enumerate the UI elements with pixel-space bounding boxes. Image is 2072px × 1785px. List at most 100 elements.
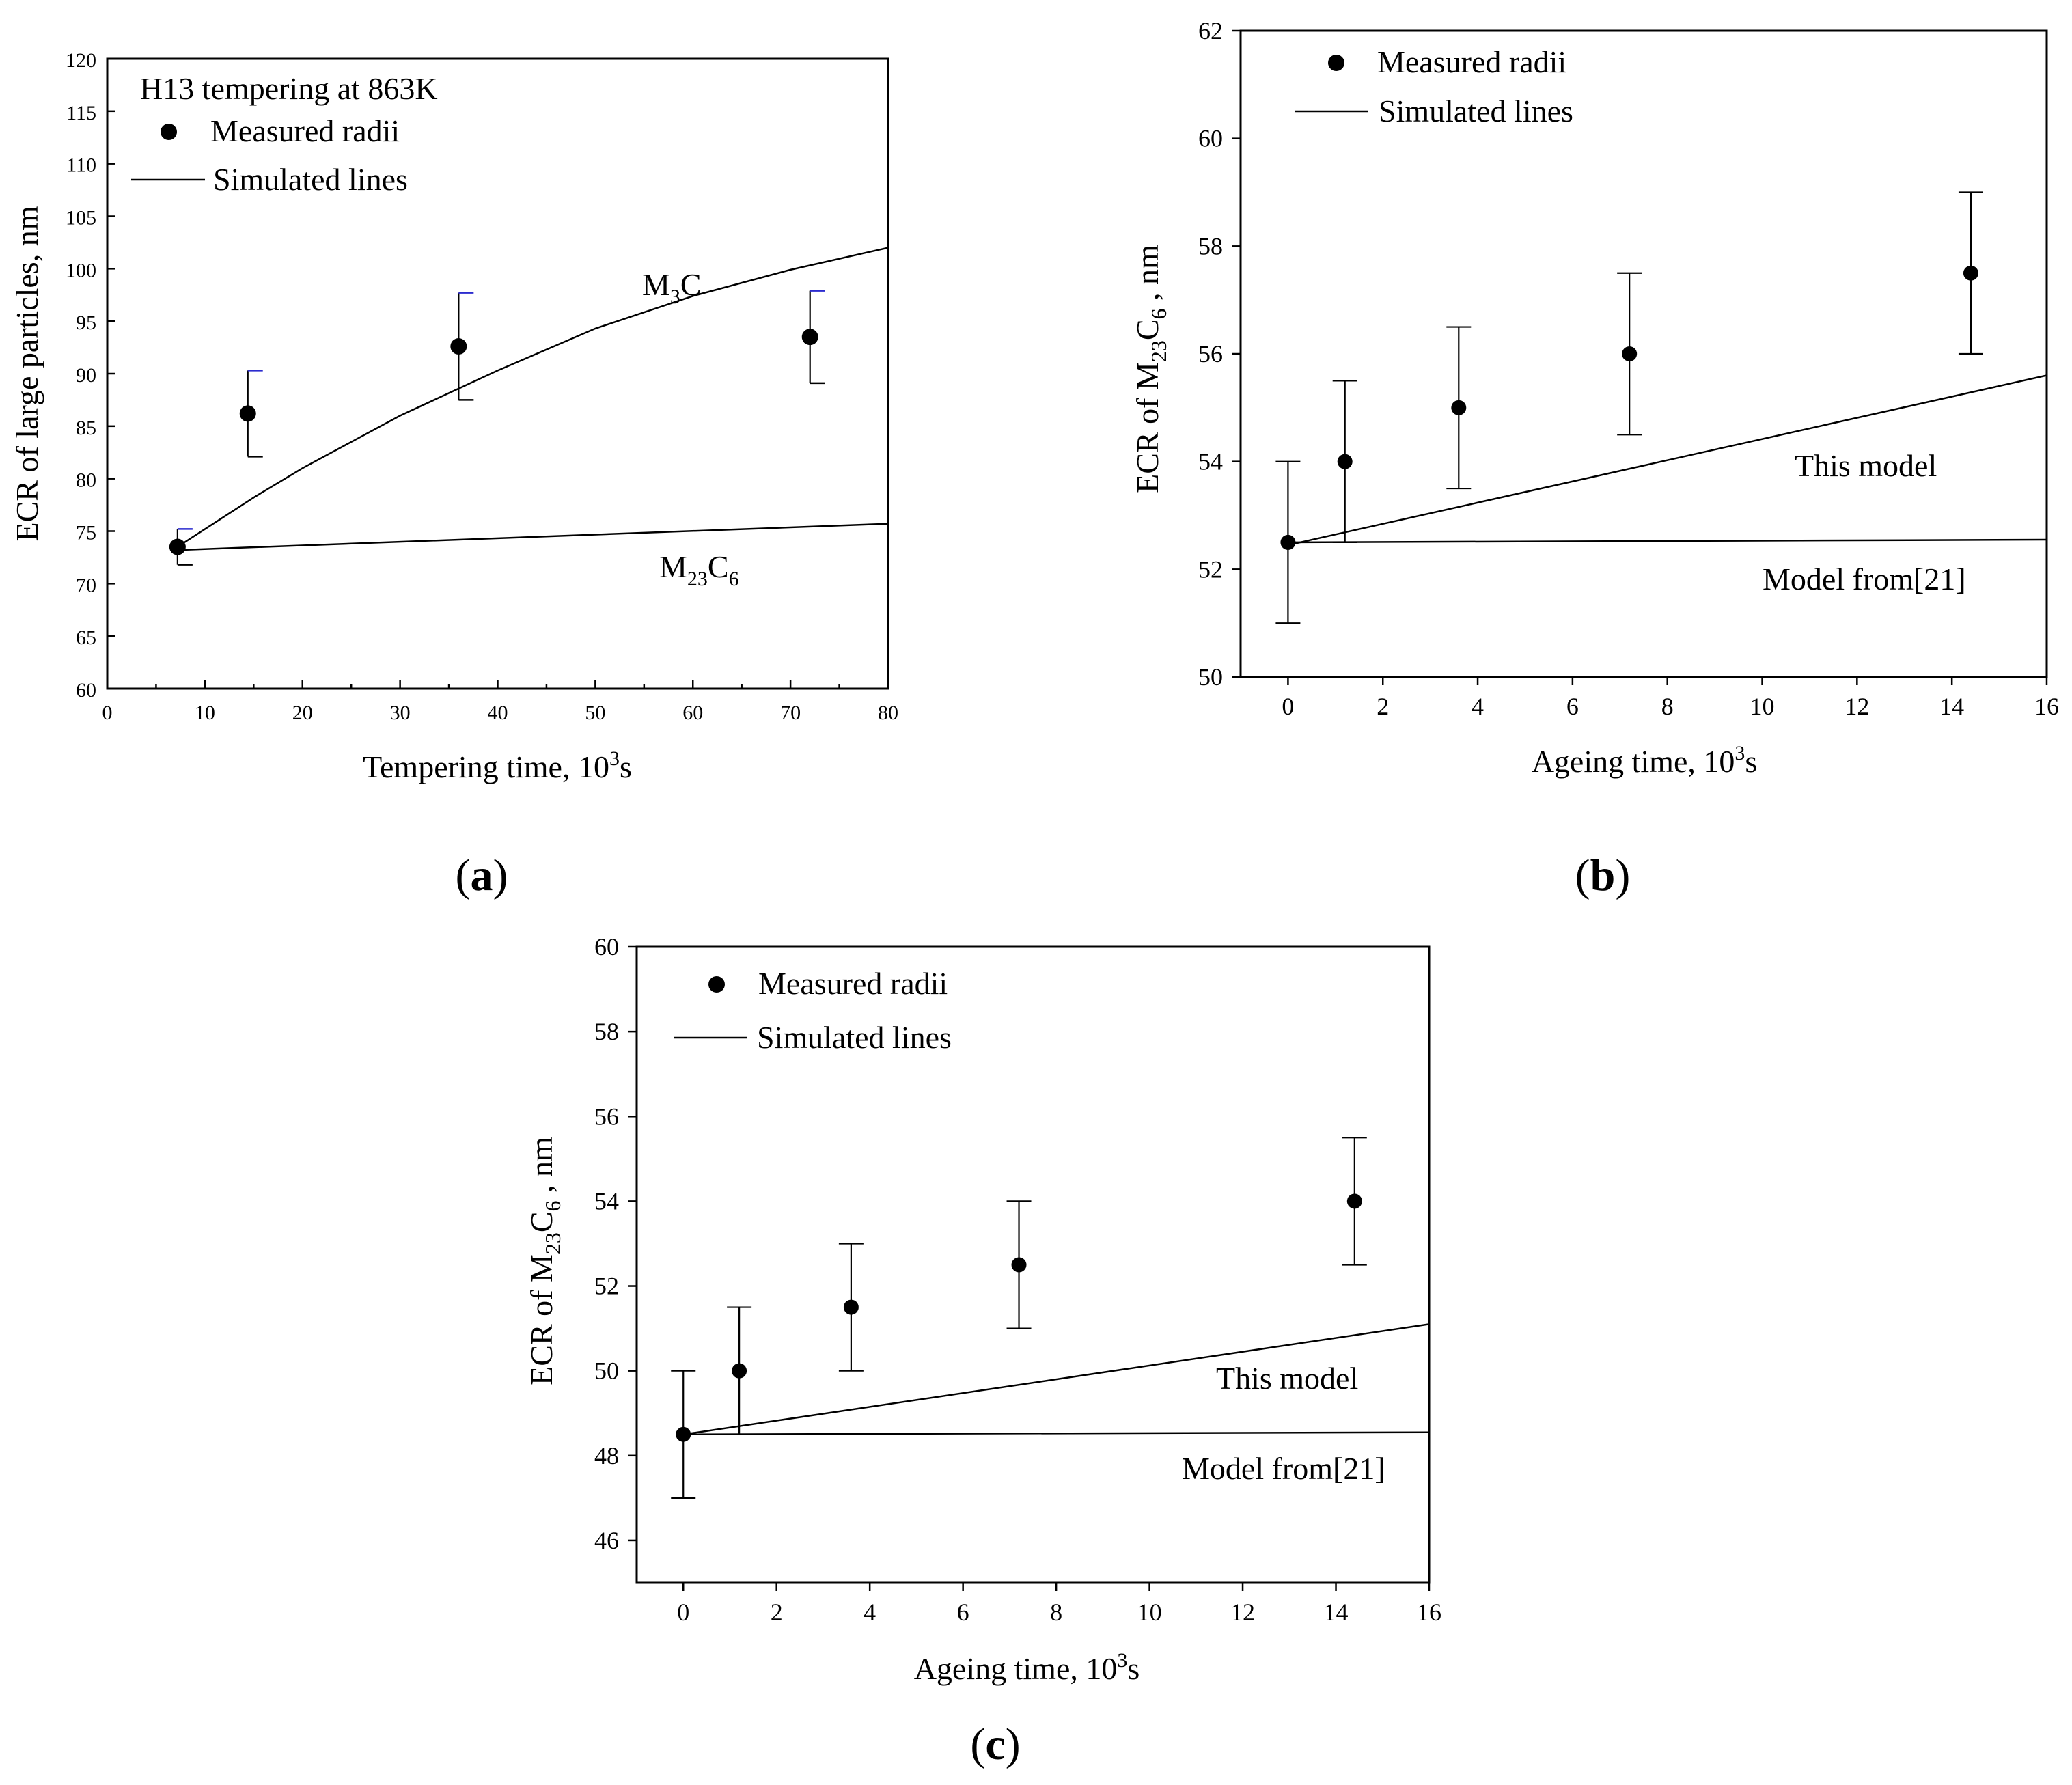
x-tick-label-a: 20 <box>292 702 313 724</box>
x-tick-label-a: 30 <box>390 702 411 724</box>
x-tick-label-a: 0 <box>102 702 113 724</box>
plot-area-a <box>106 57 889 690</box>
x-tick-label-c: 16 <box>1417 1599 1441 1626</box>
legend-marker-label-c: Measured radii <box>758 966 948 1001</box>
data-point-b <box>1451 400 1467 415</box>
y-tick-label-c: 46 <box>594 1527 619 1554</box>
y-tick-label-a: 95 <box>76 312 96 334</box>
y-tick-label-c: 48 <box>594 1442 619 1469</box>
series-label-model-from-21-c: Model from[21] <box>1182 1451 1385 1486</box>
y-tick-label-b: 62 <box>1198 17 1223 44</box>
y-tick-label-a: 65 <box>76 626 96 649</box>
legend-marker-label-a: Measured radii <box>210 113 400 148</box>
measured-points-c <box>671 1137 1367 1499</box>
annotation-a: H13 tempering at 863K <box>140 71 438 106</box>
data-point-c <box>1011 1257 1027 1273</box>
y-tick-label-a: 90 <box>76 364 96 387</box>
x-tick-label-c: 10 <box>1137 1599 1162 1626</box>
x-tick-label-b: 14 <box>1939 693 1964 720</box>
y-tick-label-b: 56 <box>1198 340 1223 368</box>
y-tick-label-c: 60 <box>594 933 619 960</box>
data-point-b <box>1337 454 1353 469</box>
legend-a: Measured radii Simulated lines <box>131 113 408 197</box>
x-tick-label-b: 0 <box>1282 693 1294 720</box>
x-tick-label-c: 0 <box>677 1599 689 1626</box>
measured-points-a <box>169 290 825 566</box>
x-tick-label-a: 10 <box>195 702 215 724</box>
series-lines-c <box>683 1323 1430 1436</box>
y-tick-label-a: 70 <box>76 574 96 596</box>
data-point-a <box>801 329 818 346</box>
legend-marker-a <box>161 124 177 140</box>
x-tick-label-a: 40 <box>488 702 508 724</box>
y-axis-title-b: ECR of M23C6 , nm <box>1130 245 1171 493</box>
series-label-m23c6: M23C6 <box>659 549 739 590</box>
legend-line-label-b: Simulated lines <box>1379 94 1573 128</box>
y-tick-label-b: 60 <box>1198 125 1223 152</box>
x-tick-label-b: 2 <box>1377 693 1389 720</box>
y-tick-label-c: 56 <box>594 1103 619 1130</box>
y-tick-label-a: 100 <box>66 259 96 281</box>
series-line-b-1 <box>1288 538 2047 544</box>
x-tick-label-c: 8 <box>1050 1599 1062 1626</box>
x-tick-label-c: 2 <box>771 1599 783 1626</box>
y-tick-label-a: 115 <box>66 102 96 124</box>
y-tick-label-a: 60 <box>76 679 96 702</box>
series-line-a-1 <box>177 523 889 551</box>
legend-line-label-c: Simulated lines <box>757 1020 952 1055</box>
panel-label-c: (c) <box>970 1719 1020 1769</box>
data-point-a <box>239 405 256 422</box>
x-tick-label-b: 16 <box>2034 693 2059 720</box>
y-tick-label-c: 52 <box>594 1273 619 1300</box>
series-line-c-0 <box>683 1323 1430 1436</box>
data-point-c <box>843 1299 859 1315</box>
x-tick-label-b: 12 <box>1845 693 1869 720</box>
x-tick-label-b: 6 <box>1566 693 1579 720</box>
series-line-b-0 <box>1288 374 2047 546</box>
data-point-c <box>1346 1193 1362 1209</box>
y-tick-label-a: 85 <box>76 417 96 439</box>
y-tick-label-c: 58 <box>594 1018 619 1045</box>
data-point-a <box>169 538 186 555</box>
x-tick-label-a: 50 <box>585 702 605 724</box>
series-lines-a <box>177 247 889 551</box>
ticks-b: 0 2 4 6 8 10 12 14 16 50 52 54 56 58 60 62 <box>1198 17 2059 720</box>
y-axis-title-a: ECR of large particles, nm <box>10 206 44 541</box>
y-tick-label-a: 120 <box>66 49 96 72</box>
y-tick-label-a: 75 <box>76 522 96 544</box>
legend-line-label-a: Simulated lines <box>213 162 408 197</box>
data-point-a <box>450 338 467 355</box>
data-point-c <box>732 1363 747 1379</box>
series-line-a-0 <box>177 247 889 548</box>
data-point-b <box>1280 534 1296 550</box>
series-lines-b <box>1288 374 2047 546</box>
data-point-c <box>676 1426 691 1442</box>
x-tick-label-b: 4 <box>1472 693 1484 720</box>
x-tick-label-b: 8 <box>1661 693 1674 720</box>
series-line-c-1 <box>683 1431 1430 1436</box>
series-label-this-model-c: This model <box>1216 1361 1358 1396</box>
ticks-a: 0 10 20 30 40 50 60 70 80 60 65 70 75 80 85 90 95 100 105 1… <box>66 49 898 724</box>
y-tick-label-a: 80 <box>76 469 96 492</box>
y-tick-label-b: 52 <box>1198 555 1223 583</box>
y-tick-label-b: 54 <box>1198 448 1223 475</box>
x-tick-label-c: 4 <box>864 1599 876 1626</box>
y-tick-label-b: 50 <box>1198 663 1223 691</box>
chart-a: 0 10 20 30 40 50 60 70 80 60 65 70 75 80 85 90 95 100 105 1… <box>10 49 898 900</box>
x-axis-title-a: Tempering time, 103s <box>363 747 632 784</box>
series-label-m3c: M3C <box>642 267 702 308</box>
legend-marker-c <box>708 976 725 993</box>
x-axis-title-b: Ageing time, 103s <box>1532 742 1758 779</box>
x-tick-label-c: 14 <box>1324 1599 1349 1626</box>
legend-c: Measured radii Simulated lines <box>674 966 952 1055</box>
plot-area-c <box>635 945 1431 1584</box>
chart-b: 0 2 4 6 8 10 12 14 16 50 52 54 56 58 60 62 Measured rad… <box>1130 17 2059 900</box>
panel-label-b: (b) <box>1575 850 1631 900</box>
x-tick-label-c: 6 <box>957 1599 969 1626</box>
series-label-this-model-b: This model <box>1795 448 1937 483</box>
y-tick-label-c: 50 <box>594 1357 619 1385</box>
measured-points-b <box>1275 191 1983 624</box>
